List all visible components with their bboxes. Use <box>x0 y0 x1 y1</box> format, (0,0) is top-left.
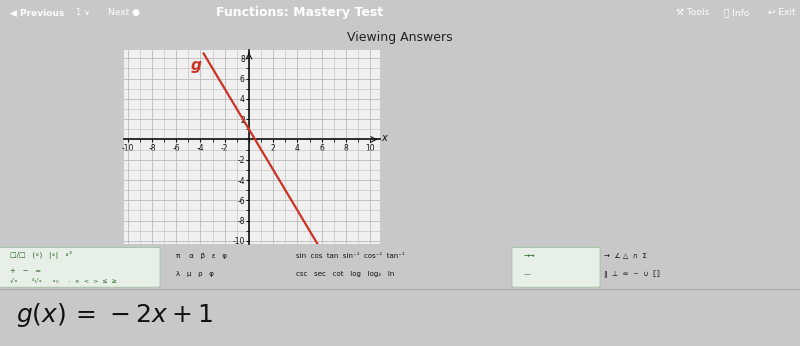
Text: √∘       ⁴√∘     ∘₀     ·  ×  <  >  ≤  ≥: √∘ ⁴√∘ ∘₀ · × < > ≤ ≥ <box>10 279 118 284</box>
Text: Functions: Mastery Test: Functions: Mastery Test <box>216 7 383 19</box>
Text: $g(x)\,=\,-2x+1$: $g(x)\,=\,-2x+1$ <box>16 301 213 329</box>
Text: ⓘ Info: ⓘ Info <box>724 8 750 18</box>
Text: Viewing Answers: Viewing Answers <box>347 31 453 44</box>
Text: —: — <box>524 271 531 277</box>
Text: →  ∠ △  ∩  Σ: → ∠ △ ∩ Σ <box>604 253 646 260</box>
Text: ◀ Previous: ◀ Previous <box>10 8 64 18</box>
Text: □/□   (∘)   |∘|   ∘²: □/□ (∘) |∘| ∘² <box>10 251 73 259</box>
Text: g: g <box>190 58 202 73</box>
Text: x: x <box>382 133 387 143</box>
Text: ↩ Exit: ↩ Exit <box>768 8 796 18</box>
Text: λ   μ   ρ   φ: λ μ ρ φ <box>176 271 214 277</box>
Text: →→: →→ <box>524 254 536 260</box>
Text: 1 ∨: 1 ∨ <box>76 8 90 18</box>
Text: π    α   β   ε   φ: π α β ε φ <box>176 254 227 260</box>
Text: +   −   =: + − = <box>10 268 42 274</box>
Text: sin  cos  tan  sin⁻¹  cos⁻¹  tan⁻¹: sin cos tan sin⁻¹ cos⁻¹ tan⁻¹ <box>296 254 405 260</box>
Text: csc   sec   cot   log   log₂   ln: csc sec cot log log₂ ln <box>296 271 394 277</box>
Text: ‖  ⊥  ∞  ~  ∪  ⟦⟧: ‖ ⊥ ∞ ~ ∪ ⟦⟧ <box>604 270 660 277</box>
FancyBboxPatch shape <box>0 247 160 287</box>
Text: ⚒ Tools: ⚒ Tools <box>676 8 709 18</box>
Text: Next ●: Next ● <box>108 8 140 18</box>
FancyBboxPatch shape <box>512 247 600 287</box>
